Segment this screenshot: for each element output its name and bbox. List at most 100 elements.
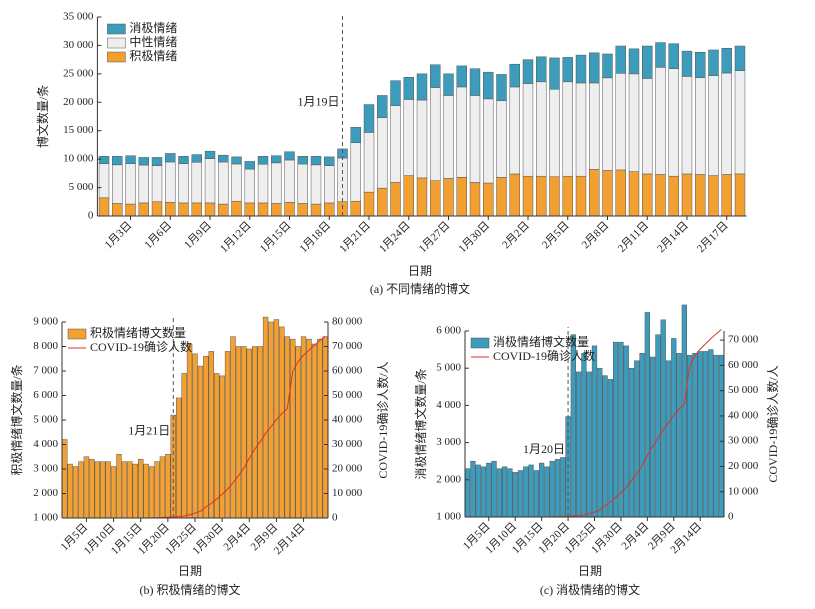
bar	[416, 99, 428, 179]
bar	[310, 156, 322, 166]
y2-tick-label: 50 000	[332, 389, 363, 401]
bar	[290, 338, 296, 519]
y2-tick-label: 10 000	[332, 487, 363, 499]
y2-axis-label: COVID-19确诊人数/人	[375, 361, 390, 478]
bar	[575, 175, 587, 217]
bar	[721, 48, 732, 74]
y2-tick-label: 40 000	[728, 409, 759, 421]
bar	[224, 351, 231, 519]
bar	[430, 87, 441, 181]
bar	[204, 150, 216, 159]
bar	[536, 175, 547, 217]
bar	[377, 95, 388, 118]
bar	[443, 73, 454, 96]
bar	[491, 460, 497, 518]
y2-tick-label: 50 000	[728, 384, 759, 396]
bar	[125, 203, 136, 217]
bar	[528, 464, 534, 518]
bar	[208, 351, 214, 519]
bar	[586, 371, 592, 518]
bar	[191, 162, 202, 204]
bar	[544, 466, 550, 518]
bar	[660, 319, 666, 518]
x-tick-label: 2月2日	[500, 219, 532, 251]
bar	[268, 321, 274, 519]
bar	[204, 158, 216, 204]
bar	[483, 98, 494, 184]
bar	[539, 462, 545, 518]
bar	[178, 202, 189, 217]
bar	[178, 156, 189, 164]
bar	[186, 343, 193, 519]
bar	[98, 156, 110, 164]
bar	[390, 182, 401, 217]
y2-axis-label: COVID-19确诊人数/人	[765, 365, 780, 482]
y2-tick-label: 0	[728, 511, 734, 523]
bar	[456, 177, 467, 217]
bar	[377, 187, 388, 217]
y-tick-label: 3 000	[436, 436, 461, 448]
bar	[509, 86, 520, 175]
bar	[718, 354, 724, 518]
bar	[151, 201, 163, 217]
bar	[581, 353, 587, 518]
bar	[279, 326, 285, 519]
bar	[300, 336, 307, 519]
bar	[350, 200, 361, 217]
y-tick-label: 15 000	[63, 124, 94, 136]
bar	[443, 178, 454, 217]
y2-tick-label: 20 000	[728, 460, 759, 472]
legend-label: 消极情绪博文数量	[493, 334, 589, 349]
x-tick-label: 2月5日	[540, 219, 572, 251]
y2-tick-label: 10 000	[728, 485, 759, 497]
y-tick-label: 8 000	[33, 340, 58, 352]
bar	[363, 191, 375, 217]
bar	[708, 349, 714, 518]
bar	[257, 156, 269, 165]
legend-label: 消极情绪	[129, 21, 177, 35]
bar	[549, 460, 555, 518]
bar	[403, 77, 414, 100]
bar	[138, 157, 149, 166]
bar	[176, 397, 182, 519]
bar	[154, 461, 160, 519]
legend-swatch	[470, 337, 490, 349]
y2-tick-label: 70 000	[332, 340, 363, 352]
bar	[708, 49, 719, 76]
bar	[469, 68, 481, 96]
bar	[713, 354, 719, 518]
bar	[83, 456, 90, 519]
bar	[310, 203, 322, 217]
bar	[549, 88, 560, 178]
bar	[324, 202, 335, 217]
bar	[522, 83, 534, 177]
annotation: 1月19日	[297, 94, 339, 108]
bar	[562, 81, 573, 177]
bar	[125, 155, 136, 164]
y-axis-label: 博文数量/条	[35, 85, 50, 148]
bar	[214, 373, 220, 519]
bar	[575, 54, 587, 84]
bar	[708, 75, 719, 176]
bar	[496, 100, 507, 178]
bar	[639, 353, 645, 518]
bar	[159, 456, 166, 519]
bar	[655, 174, 666, 217]
annotation: 1月21日	[128, 424, 170, 438]
y-tick-label: 5 000	[436, 362, 461, 374]
bar	[615, 73, 626, 171]
x-tick-label: 1月30日	[456, 219, 492, 255]
bar	[181, 373, 187, 519]
bar	[98, 163, 110, 199]
x-tick-label: 2月4日	[619, 520, 651, 552]
y2-tick-label: 20 000	[332, 463, 363, 475]
line	[146, 335, 326, 519]
bar	[310, 164, 322, 205]
bar	[623, 345, 629, 518]
bar	[231, 163, 242, 202]
y-tick-label: 9 000	[33, 316, 58, 328]
line	[546, 329, 722, 518]
bar	[475, 464, 481, 518]
bar	[650, 356, 656, 518]
y-axis-label: 积极情绪博文数量/条	[9, 364, 24, 475]
